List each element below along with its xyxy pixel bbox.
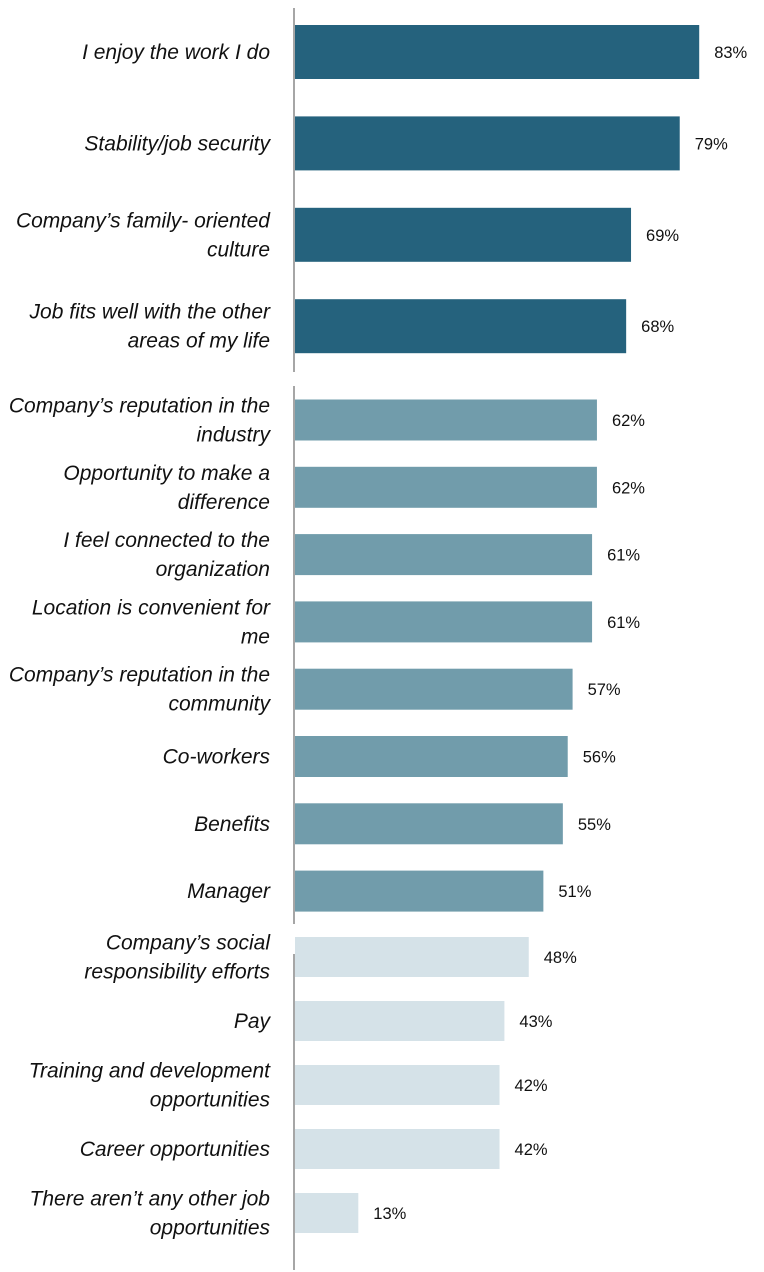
category-label: There aren’t any other job opportunities [30, 1188, 271, 1240]
data-label: 56% [583, 749, 616, 767]
bar [295, 668, 573, 710]
category-label: Benefits [194, 813, 270, 836]
data-label: 62% [612, 412, 645, 430]
category-label: Company’s reputation in the industry [9, 395, 272, 447]
category-label: Co-workers [163, 746, 271, 769]
category-label: I feel connected to the organization [63, 529, 270, 581]
category-label: Training and development opportunities [29, 1060, 271, 1112]
bar [295, 207, 632, 262]
category-label: I enjoy the work I do [82, 41, 270, 64]
data-label: 61% [607, 547, 640, 565]
category-label: Career opportunities [80, 1138, 271, 1161]
bar [295, 1193, 359, 1233]
data-label: 57% [588, 681, 621, 699]
bar [295, 399, 597, 441]
data-label: 42% [515, 1077, 548, 1095]
bar [295, 937, 529, 977]
data-label: 55% [578, 816, 611, 834]
data-label: 68% [641, 318, 674, 336]
bar [295, 1001, 505, 1041]
category-label: Location is convenient for me [32, 596, 271, 648]
data-label: 43% [519, 1013, 552, 1031]
category-label: Manager [187, 880, 271, 903]
category-label: Job fits well with the other areas of my … [29, 301, 271, 353]
category-label: Stability/job security [84, 132, 271, 155]
category-label: Company’s reputation in the community [9, 664, 272, 716]
category-label: Company’s social responsibility efforts [84, 932, 271, 984]
category-label: Pay [234, 1010, 272, 1033]
data-label: 51% [558, 883, 591, 901]
data-label: 48% [544, 949, 577, 967]
data-label: 69% [646, 227, 679, 245]
bar [295, 1065, 500, 1105]
data-label: 61% [607, 614, 640, 632]
bar [295, 601, 593, 643]
bar [295, 736, 568, 777]
bar [295, 299, 627, 354]
bar [295, 534, 593, 576]
category-label: Opportunity to make a difference [63, 462, 270, 514]
data-label: 13% [373, 1205, 406, 1223]
bar [295, 466, 597, 508]
bar [295, 116, 680, 171]
data-label: 79% [695, 135, 728, 153]
bar [295, 25, 700, 79]
bar [295, 803, 563, 845]
data-label: 83% [714, 44, 747, 62]
category-label: Company’s family- oriented culture [16, 209, 271, 261]
bar [295, 870, 544, 912]
data-label: 42% [515, 1141, 548, 1159]
bar [295, 1129, 500, 1169]
data-label: 62% [612, 479, 645, 497]
